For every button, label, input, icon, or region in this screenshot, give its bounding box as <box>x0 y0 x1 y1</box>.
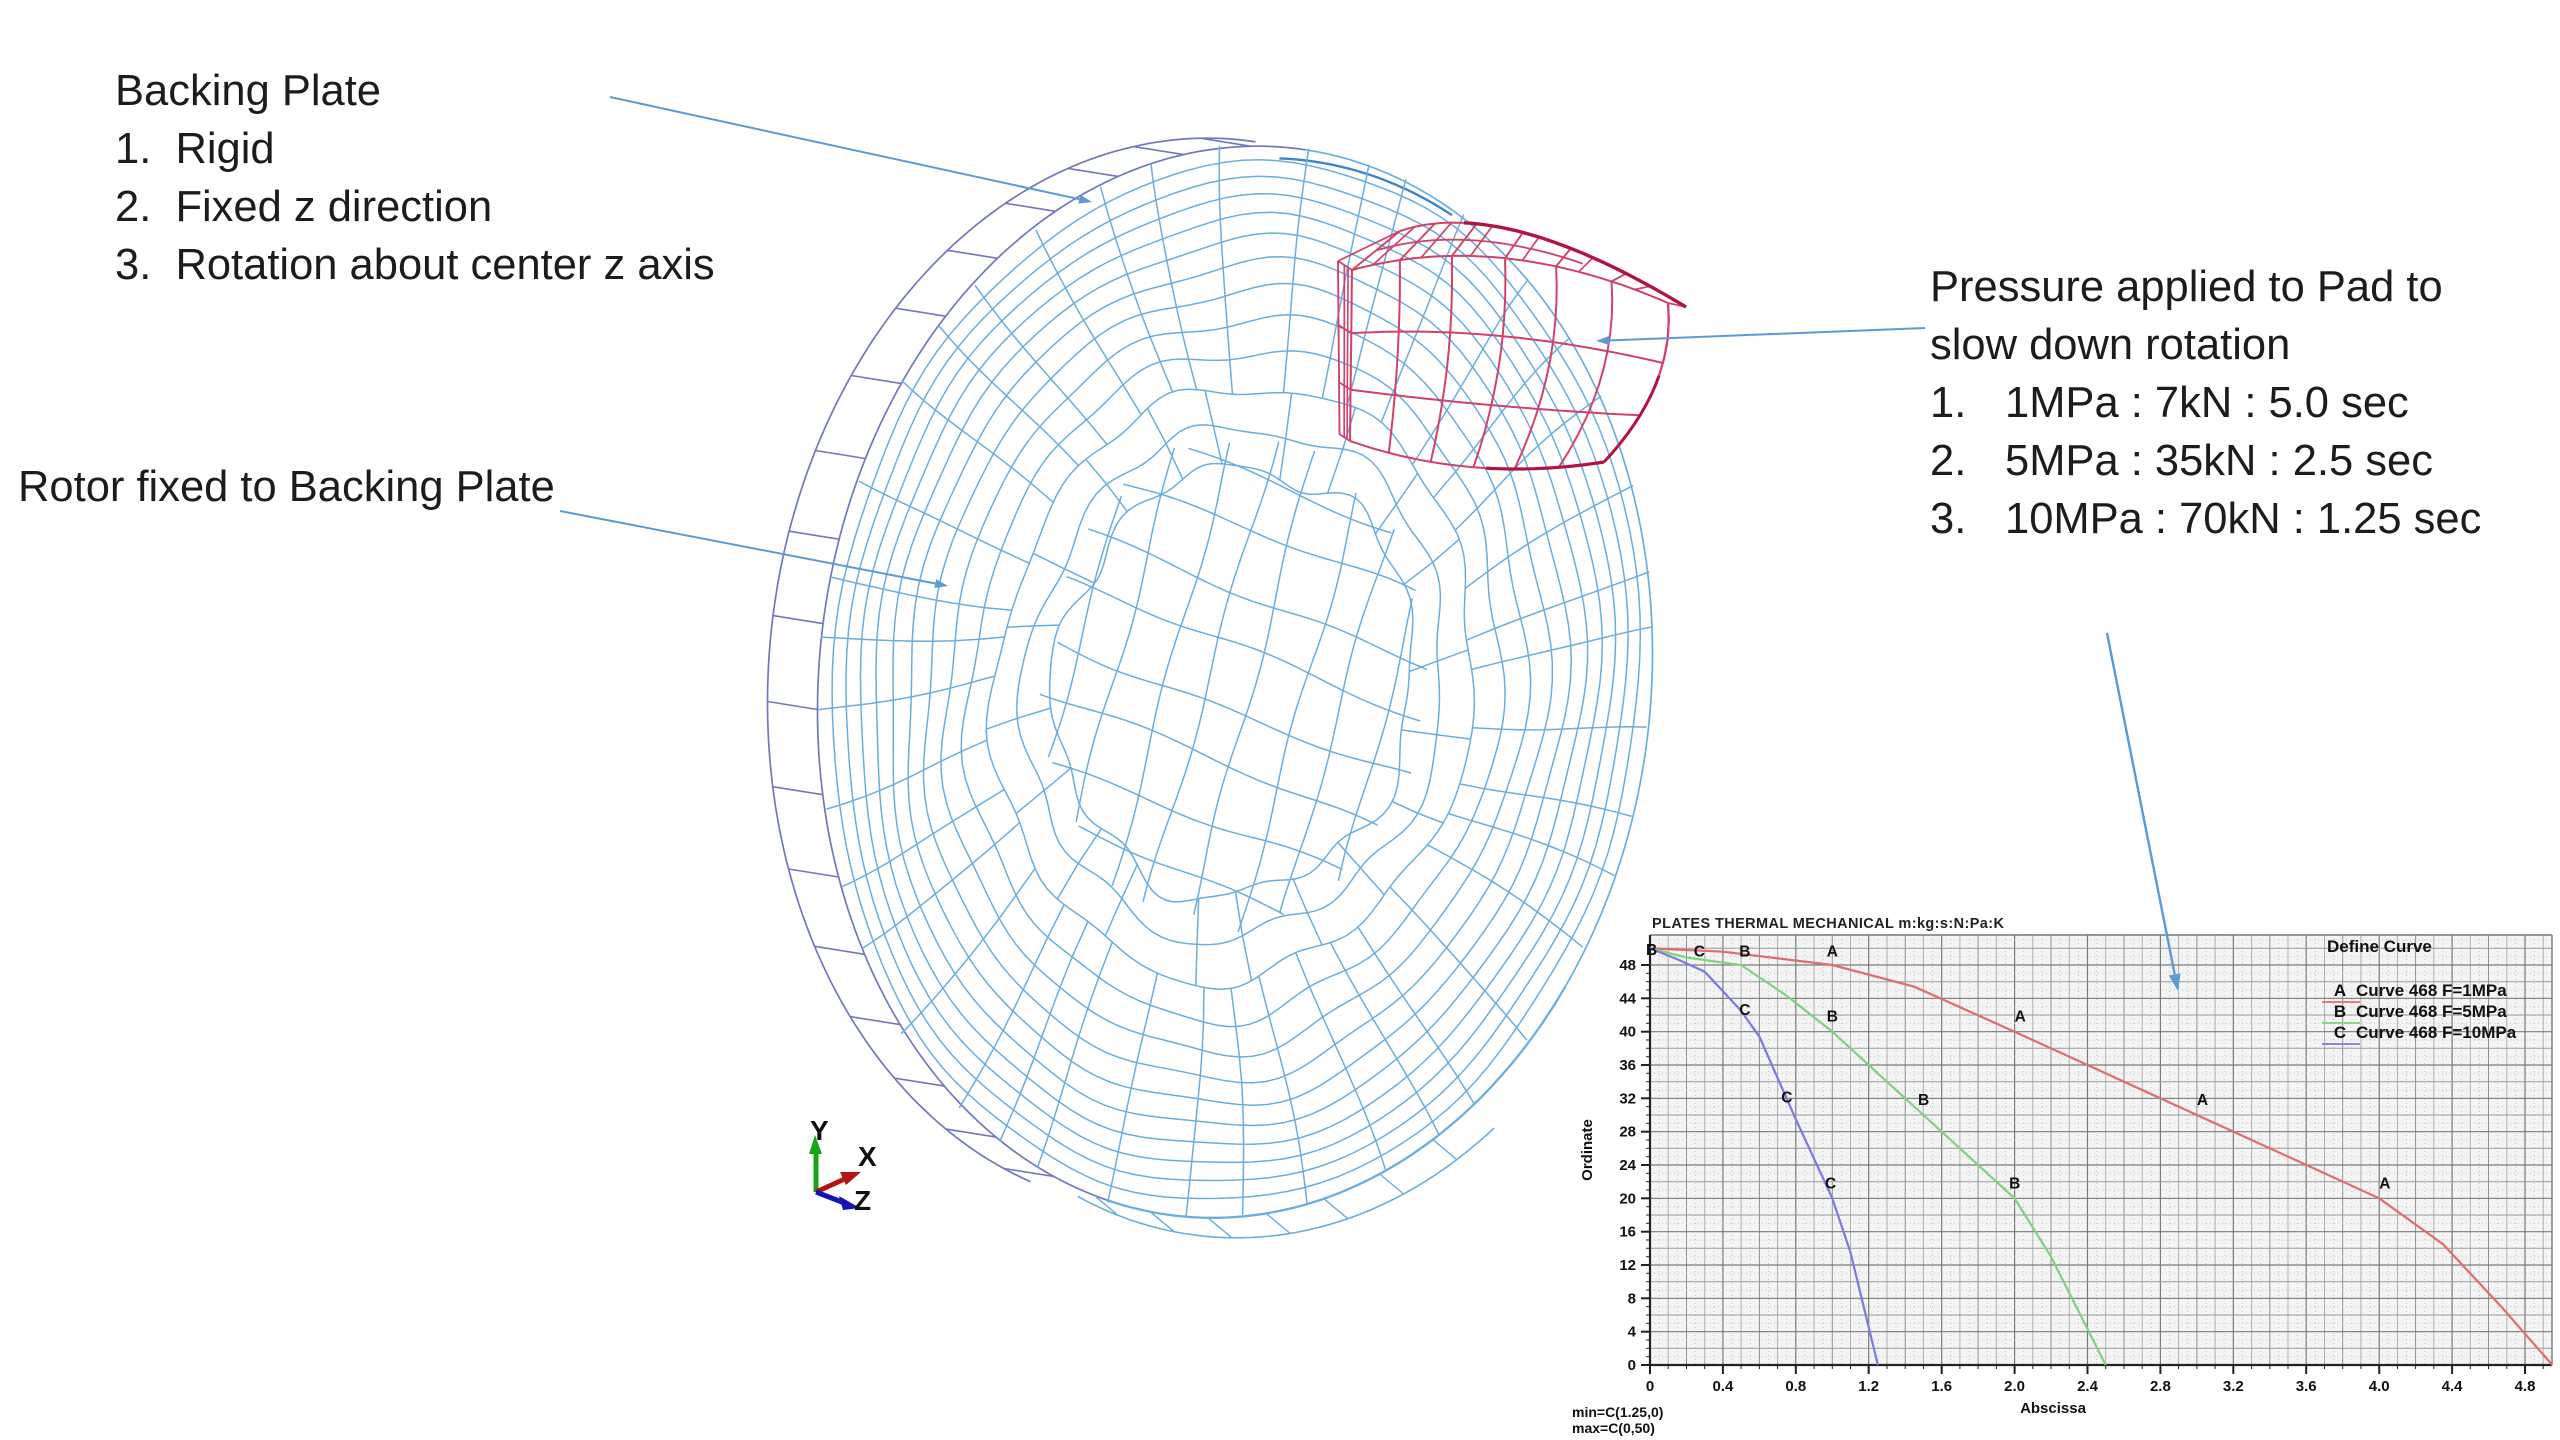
svg-text:0.4: 0.4 <box>1712 1378 1734 1395</box>
svg-text:Y: Y <box>810 1115 829 1146</box>
svg-text:32: 32 <box>1619 1090 1636 1107</box>
svg-text:36: 36 <box>1619 1057 1636 1074</box>
svg-text:B: B <box>2334 1002 2346 1021</box>
svg-text:B: B <box>2009 1175 2020 1192</box>
svg-text:3.6: 3.6 <box>2296 1378 2317 1395</box>
svg-text:16: 16 <box>1619 1224 1636 1241</box>
svg-text:1.6: 1.6 <box>1931 1378 1952 1395</box>
svg-text:A: A <box>2015 1009 2026 1026</box>
svg-text:Curve 468 F=10MPa: Curve 468 F=10MPa <box>2356 1023 2517 1042</box>
svg-text:A: A <box>1827 944 1838 961</box>
svg-text:4.0: 4.0 <box>2369 1378 2390 1395</box>
svg-text:0: 0 <box>1628 1357 1636 1374</box>
svg-text:B: B <box>1827 1009 1838 1026</box>
svg-text:Curve 468 F=1MPa: Curve 468 F=1MPa <box>2356 981 2507 1000</box>
svg-text:0.8: 0.8 <box>1785 1378 1806 1395</box>
svg-text:A: A <box>2334 981 2346 1000</box>
svg-text:Curve 468 F=5MPa: Curve 468 F=5MPa <box>2356 1002 2507 1021</box>
svg-text:4.4: 4.4 <box>2442 1378 2464 1395</box>
svg-text:44: 44 <box>1619 990 1636 1007</box>
svg-text:A: A <box>2197 1092 2208 1109</box>
svg-text:C: C <box>2334 1023 2346 1042</box>
svg-text:48: 48 <box>1619 957 1636 974</box>
svg-text:min=C(1.25,0): min=C(1.25,0) <box>1572 1404 1663 1420</box>
svg-text:C: C <box>1739 1002 1750 1019</box>
svg-text:24: 24 <box>1619 1157 1636 1174</box>
svg-text:4.8: 4.8 <box>2515 1378 2536 1395</box>
svg-text:C: C <box>1694 944 1705 961</box>
svg-text:4: 4 <box>1628 1324 1637 1341</box>
svg-text:PLATES THERMAL MECHANICAL m:kg: PLATES THERMAL MECHANICAL m:kg:s:N:Pa:K <box>1652 916 2004 932</box>
svg-text:28: 28 <box>1619 1124 1636 1141</box>
svg-text:20: 20 <box>1619 1190 1636 1207</box>
svg-text:B: B <box>1918 1092 1929 1109</box>
svg-text:A: A <box>2379 1175 2390 1192</box>
svg-text:1.2: 1.2 <box>1858 1378 1879 1395</box>
svg-text:Z: Z <box>854 1185 871 1216</box>
svg-text:2.8: 2.8 <box>2150 1378 2171 1395</box>
svg-text:B: B <box>1646 942 1657 959</box>
svg-text:B: B <box>1739 944 1750 961</box>
svg-text:40: 40 <box>1619 1024 1636 1041</box>
svg-text:8: 8 <box>1628 1290 1636 1307</box>
svg-text:Define Curve: Define Curve <box>2327 937 2432 956</box>
svg-text:2.4: 2.4 <box>2077 1378 2099 1395</box>
svg-text:12: 12 <box>1619 1257 1636 1274</box>
svg-text:C: C <box>1825 1175 1836 1192</box>
svg-text:C: C <box>1781 1090 1792 1107</box>
svg-text:Ordinate: Ordinate <box>1579 1119 1596 1181</box>
svg-text:0: 0 <box>1646 1378 1654 1395</box>
svg-text:X: X <box>858 1141 877 1172</box>
svg-text:max=C(0,50): max=C(0,50) <box>1572 1420 1655 1436</box>
svg-text:2.0: 2.0 <box>2004 1378 2025 1395</box>
svg-text:3.2: 3.2 <box>2223 1378 2244 1395</box>
svg-text:Abscissa: Abscissa <box>2020 1400 2087 1417</box>
